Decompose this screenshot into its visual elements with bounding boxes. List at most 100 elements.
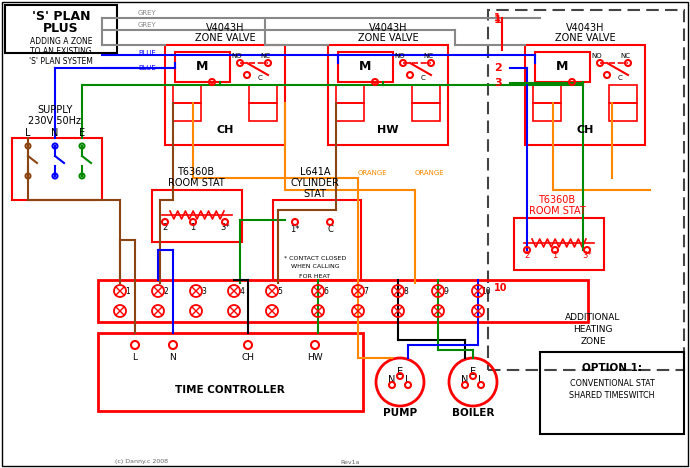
Text: CYLINDER: CYLINDER [290, 178, 339, 188]
Text: 1: 1 [190, 224, 196, 233]
Text: L: L [26, 128, 31, 138]
Text: M: M [556, 60, 568, 73]
Text: 1*: 1* [290, 226, 299, 234]
Text: NO: NO [395, 53, 405, 59]
Text: N: N [51, 128, 59, 138]
Text: ROOM STAT: ROOM STAT [168, 178, 224, 188]
Text: HEATING: HEATING [573, 326, 613, 335]
Text: HW: HW [307, 352, 323, 361]
Text: GREY: GREY [138, 22, 157, 28]
Text: 9: 9 [444, 286, 448, 295]
Text: 8: 8 [404, 286, 408, 295]
Text: 1: 1 [494, 15, 502, 25]
Bar [535, 52, 590, 82]
Text: 7: 7 [364, 286, 368, 295]
Text: 'S' PLAN: 'S' PLAN [32, 9, 90, 22]
Bar [328, 45, 448, 145]
Text: C: C [421, 75, 425, 81]
Text: CH: CH [241, 352, 255, 361]
Text: HW: HW [377, 125, 399, 135]
Text: OPTION 1:: OPTION 1: [582, 363, 642, 373]
Bar [249, 103, 277, 121]
Text: ADDITIONAL: ADDITIONAL [565, 314, 621, 322]
Text: E: E [79, 128, 85, 138]
Text: BOILER: BOILER [452, 408, 494, 418]
Text: E: E [470, 367, 476, 377]
Text: T6360B: T6360B [538, 195, 575, 205]
Text: ORANGE: ORANGE [415, 170, 444, 176]
Bar [249, 85, 277, 103]
Text: NC: NC [423, 53, 433, 59]
Text: E: E [397, 367, 403, 377]
Text: 1: 1 [553, 251, 558, 261]
Bar [173, 85, 201, 103]
Text: N: N [170, 352, 177, 361]
Text: 3*: 3* [582, 251, 592, 261]
Text: 1: 1 [494, 13, 501, 23]
Text: C: C [327, 226, 333, 234]
Text: WHEN CALLING: WHEN CALLING [290, 264, 339, 270]
Bar [533, 85, 561, 103]
Text: ORANGE: ORANGE [358, 170, 388, 176]
Text: BLUE: BLUE [138, 50, 156, 56]
Bar [533, 103, 561, 121]
Text: * CONTACT CLOSED: * CONTACT CLOSED [284, 256, 346, 261]
Text: ROOM STAT: ROOM STAT [529, 206, 585, 216]
Bar [165, 45, 285, 145]
Text: PUMP: PUMP [383, 408, 417, 418]
Text: V4043H: V4043H [206, 23, 244, 33]
Text: BLUE: BLUE [138, 65, 156, 71]
Bar [488, 10, 684, 370]
Text: STAT: STAT [304, 189, 326, 199]
Bar [273, 200, 361, 280]
Text: 3: 3 [494, 78, 502, 88]
Text: ZONE VALVE: ZONE VALVE [357, 33, 418, 43]
Text: C: C [618, 75, 622, 81]
Text: L: L [478, 375, 484, 385]
Text: 2: 2 [494, 63, 502, 73]
Text: L641A: L641A [299, 167, 331, 177]
Text: L: L [405, 375, 411, 385]
Text: GREY: GREY [138, 10, 157, 16]
Text: 2: 2 [164, 286, 168, 295]
Text: CONVENTIONAL STAT: CONVENTIONAL STAT [570, 379, 654, 388]
Text: 10: 10 [481, 286, 491, 295]
Text: 4: 4 [239, 286, 244, 295]
Text: 3*: 3* [220, 224, 230, 233]
Text: FOR HEAT: FOR HEAT [299, 273, 331, 278]
Text: NO: NO [592, 53, 602, 59]
Bar [175, 52, 230, 82]
Text: TO AN EXISTING: TO AN EXISTING [30, 47, 92, 57]
Text: V4043H: V4043H [368, 23, 407, 33]
Bar [514, 218, 604, 270]
Text: SHARED TIMESWITCH: SHARED TIMESWITCH [569, 390, 655, 400]
Text: 10: 10 [494, 283, 508, 293]
Bar [98, 280, 588, 322]
Text: T6360B: T6360B [177, 167, 215, 177]
Text: N: N [462, 375, 469, 385]
Text: 230V 50Hz: 230V 50Hz [28, 116, 81, 126]
Text: M: M [196, 60, 208, 73]
Text: (c) Danny.c 2008: (c) Danny.c 2008 [115, 460, 168, 465]
Text: 3: 3 [201, 286, 206, 295]
Text: L: L [132, 352, 137, 361]
Bar [336, 85, 364, 103]
Bar [609, 103, 637, 121]
Text: 1: 1 [126, 286, 130, 295]
Bar [338, 52, 393, 82]
Text: CH: CH [216, 125, 234, 135]
Text: TIME CONTROLLER: TIME CONTROLLER [175, 385, 285, 395]
Text: ZONE VALVE: ZONE VALVE [555, 33, 615, 43]
Text: 'S' PLAN SYSTEM: 'S' PLAN SYSTEM [29, 58, 93, 66]
Text: NC: NC [260, 53, 270, 59]
Bar [525, 45, 645, 145]
Text: 2: 2 [162, 224, 168, 233]
Text: ZONE: ZONE [580, 337, 606, 346]
Text: Rev1a: Rev1a [340, 460, 359, 465]
Bar [336, 103, 364, 121]
Text: SUPPLY: SUPPLY [37, 105, 72, 115]
Text: NO: NO [232, 53, 242, 59]
Text: V4043H: V4043H [566, 23, 604, 33]
Bar [5, 5, 117, 53]
Text: 5: 5 [277, 286, 282, 295]
